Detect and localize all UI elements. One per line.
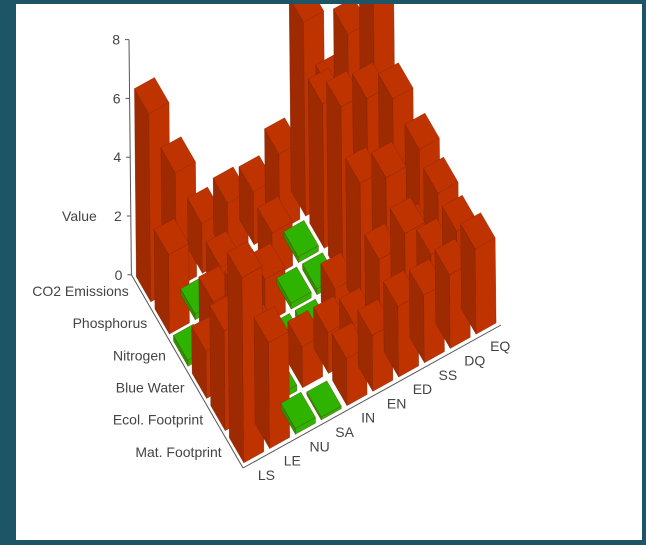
- bar-top-face: [377, 62, 414, 100]
- bar-top-face: [276, 266, 312, 304]
- x-category-label: SA: [335, 424, 354, 440]
- bar-side-face: [227, 251, 245, 464]
- z-tick-label: 8: [112, 32, 120, 48]
- z-tick-label: 2: [114, 208, 122, 224]
- bar-top-face: [227, 241, 263, 279]
- bar-front-face: [268, 331, 290, 450]
- bar-phosphorus-ls: [153, 218, 190, 336]
- x-category-label: IN: [361, 410, 375, 426]
- bar-top-face: [160, 136, 196, 174]
- x-axis-line: [242, 324, 502, 469]
- bar-top-face: [253, 306, 289, 344]
- bar-top-face: [460, 212, 496, 250]
- chart-panel: 0 2 4 6 8 Value Mat. Footprint Ecol. Footprint B…: [16, 0, 642, 540]
- x-category-label: DQ: [464, 352, 485, 368]
- y-category-label: Mat. Footprint: [135, 444, 221, 460]
- y-axis-line: [130, 274, 244, 469]
- x-category-label: NU: [310, 438, 330, 454]
- bar-mat-footprint-nu: [280, 391, 316, 436]
- bar-top-face: [306, 380, 342, 418]
- z-axis-label: Value: [62, 208, 97, 224]
- bar-mat-footprint-ls: [227, 241, 265, 464]
- bar-top-face: [290, 0, 325, 23]
- bar3d-chart: 0 2 4 6 8 Value Mat. Footprint Ecol. Footprint B…: [32, 0, 510, 483]
- bar-top-face: [371, 141, 407, 179]
- bar-top-face: [423, 156, 459, 194]
- bar-side-face: [307, 78, 325, 250]
- bar-top-face: [257, 196, 293, 234]
- y-category-label: Nitrogen: [113, 347, 166, 363]
- y-category-label: Phosphorus: [73, 315, 148, 331]
- bar-side-face: [288, 0, 306, 218]
- y-category-label: Blue Water: [116, 380, 185, 396]
- bar-mat-footprint-eq: [460, 212, 497, 336]
- bar-phosphorus-en: [283, 220, 319, 264]
- bar-side-face: [134, 87, 152, 303]
- z-tick-label: 0: [115, 267, 123, 283]
- x-category-label: LE: [284, 453, 301, 469]
- bar-top-face: [404, 112, 440, 150]
- bar-top-face: [134, 77, 170, 115]
- z-tick-label: 6: [113, 90, 121, 106]
- bars: [134, 0, 497, 464]
- bar-top-face: [283, 220, 319, 258]
- x-category-label: EN: [387, 395, 406, 411]
- y-category-label: Ecol. Footprint: [113, 412, 203, 428]
- bar-nitrogen-in: [276, 266, 312, 311]
- y-category-label: CO2 Emissions: [32, 283, 128, 299]
- bar-side-face: [326, 80, 344, 282]
- bar-front-face: [474, 237, 497, 335]
- bar-top-face: [153, 218, 190, 256]
- x-category-label: LS: [258, 467, 275, 483]
- x-category-label: SS: [439, 367, 458, 383]
- x-category-label: EQ: [490, 338, 510, 354]
- bar-top-face: [389, 196, 426, 234]
- z-tick-label: 4: [113, 149, 121, 165]
- bar-mat-footprint-le: [253, 306, 290, 450]
- x-category-label: ED: [413, 381, 432, 397]
- bar-top-face: [280, 391, 316, 429]
- bar-mat-footprint-sa: [306, 380, 342, 421]
